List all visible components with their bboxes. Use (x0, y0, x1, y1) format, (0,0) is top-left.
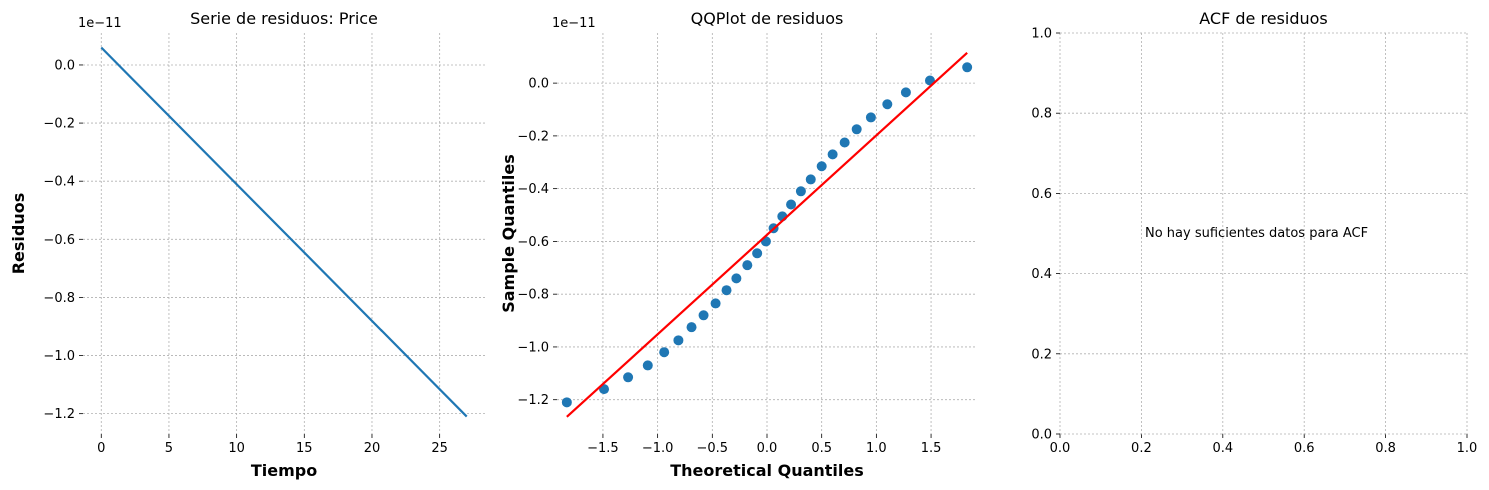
subplot-3: 0.0 0.2 0.4 0.6 0.8 1.0 0.0 0.2 0.4 0.6 0.8 1.0 ACF … (1031, 9, 1477, 456)
x-tick-label: 0.0 (757, 441, 778, 456)
y-tick-label: 0.4 (1031, 267, 1052, 282)
data-point (710, 298, 721, 309)
subplot-2: −1.5 −1.0 −0.5 0.0 0.5 1.0 1.5 0.0 −0.2 −0.4 −0.6 −… (499, 9, 977, 480)
y-tick-label: −1.0 (517, 340, 549, 355)
data-point (962, 62, 973, 73)
x-tick-label: 0 (97, 441, 105, 456)
x-tick-label: 1.0 (1457, 441, 1478, 456)
x-tick-label: 25 (431, 441, 448, 456)
data-point (561, 397, 572, 408)
data-point (827, 149, 838, 160)
x-tick-label: 0.2 (1131, 441, 1152, 456)
data-point (865, 112, 876, 123)
no-data-annotation: No hay suficientes datos para ACF (1145, 226, 1368, 241)
y-tick-label: 0.8 (1031, 107, 1052, 122)
series-line-2 (566, 51, 968, 418)
data-point (839, 137, 850, 148)
data-point (752, 248, 763, 259)
x-tick-label: 0.6 (1294, 441, 1315, 456)
y-tick-label: −0.6 (517, 235, 549, 250)
x-axis-label: Tiempo (251, 461, 317, 480)
data-point (805, 174, 816, 185)
y-tick-label: 1.0 (1031, 27, 1052, 42)
y-tick-label: 0.0 (528, 77, 549, 92)
y-tick-label: −0.4 (517, 182, 549, 197)
data-point (795, 186, 806, 197)
y-tick-label: −1.2 (43, 407, 75, 422)
data-point (698, 310, 709, 321)
x-tick-label: 0.0 (1050, 441, 1071, 456)
y-tick-label: 0.2 (1031, 347, 1052, 362)
data-point (900, 87, 911, 98)
y-tick-label: −1.0 (43, 349, 75, 364)
y-axis-label: Sample Quantiles (499, 154, 518, 313)
data-point (721, 285, 732, 296)
x-axis-label: Theoretical Quantiles (670, 461, 864, 480)
x-tick-label: 1.0 (866, 441, 887, 456)
x-tick-label: 10 (228, 441, 245, 456)
data-point (816, 161, 827, 172)
y-offset-label: 1e−11 (552, 16, 596, 31)
x-tick-label: 0.8 (1375, 441, 1396, 456)
series-line-1 (100, 46, 468, 418)
x-tick-label: −1.0 (642, 441, 674, 456)
y-tick-label: 0.6 (1031, 187, 1052, 202)
y-tick-label: 0.0 (1031, 428, 1052, 443)
data-point (673, 335, 684, 346)
chart-title: QQPlot de residuos (691, 9, 844, 28)
y-tick-label: −0.4 (43, 175, 75, 190)
x-tick-label: 0.5 (811, 441, 832, 456)
data-point (686, 322, 697, 333)
data-point (642, 360, 653, 371)
data-point (786, 199, 797, 210)
data-point (851, 124, 862, 135)
y-tick-label: −0.8 (43, 291, 75, 306)
x-tick-label: −1.5 (587, 441, 619, 456)
data-point (659, 347, 670, 358)
data-point (731, 273, 742, 284)
chart-title: Serie de residuos: Price (190, 9, 378, 28)
y-tick-label: −1.2 (517, 393, 549, 408)
y-axis-label: Residuos (9, 193, 28, 275)
y-tick-label: −0.6 (43, 233, 75, 248)
x-tick-label: 15 (296, 441, 313, 456)
chart-title: ACF de residuos (1199, 9, 1327, 28)
data-point (882, 99, 893, 110)
y-offset-label: 1e−11 (78, 16, 122, 31)
y-tick-label: −0.8 (517, 288, 549, 303)
x-tick-label: 0.4 (1212, 441, 1233, 456)
x-tick-label: −0.5 (697, 441, 729, 456)
x-tick-label: 5 (165, 441, 173, 456)
data-point (742, 260, 753, 271)
y-tick-label: 0.0 (54, 58, 75, 73)
y-tick-label: −0.2 (517, 129, 549, 144)
y-tick-label: −0.2 (43, 117, 75, 132)
x-tick-label: 20 (364, 441, 381, 456)
subplot-1: 0 5 10 15 20 25 0.0 −0.2 −0.4 −0.6 −0.8 −1.0 −1.2 Ser… (9, 9, 485, 480)
x-tick-label: 1.5 (921, 441, 942, 456)
data-point (623, 372, 634, 383)
